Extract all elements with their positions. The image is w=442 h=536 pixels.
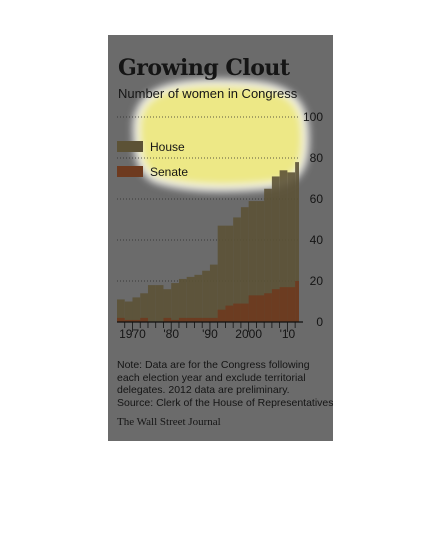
y-tick-label-80: 80 [310, 151, 324, 165]
senate-step-2008 [279, 287, 288, 322]
senate-step-2000 [248, 295, 257, 322]
legend: House Senate [117, 140, 188, 179]
chart-title: Growing Clout [118, 55, 290, 81]
x-tick-label-2010: '10 [280, 327, 296, 341]
note-line: each election year and exclude territori… [117, 371, 306, 384]
house-step-1982 [178, 278, 187, 322]
house-step-1974 [147, 285, 156, 322]
house-step-1988 [202, 270, 210, 322]
house-step-1966 [117, 299, 125, 322]
senate-step-1998 [240, 303, 249, 322]
x-tick-label-1970: 1970 [119, 327, 146, 341]
house-step-1978 [163, 289, 172, 322]
note-line: Source: Clerk of the House of Representa… [117, 396, 333, 409]
senate-step-1986 [194, 317, 203, 322]
senate-step-1972 [140, 317, 148, 322]
x-tick-label-1990: '90 [202, 327, 218, 341]
house-step-1976 [155, 285, 164, 322]
house-step-1998 [240, 207, 249, 322]
y-tick-label-40: 40 [310, 233, 324, 247]
legend-label-house: House [150, 140, 185, 154]
house-step-2010 [287, 172, 296, 322]
senate-step-1966 [117, 317, 125, 322]
senate-step-1984 [186, 317, 195, 322]
senate-step-2002 [256, 295, 265, 322]
y-tick-label-20: 20 [310, 274, 324, 288]
house-step-1968 [124, 301, 133, 322]
house-step-1986 [194, 274, 203, 322]
note-line: delegates. 2012 data are preliminary. [117, 384, 290, 396]
house-step-2000 [248, 201, 257, 322]
senate-step-1996 [233, 303, 241, 322]
house-step-2002 [256, 201, 265, 322]
chart-svg: 0 20 40 60 80 100 1970 '80 '90 2000 '10 House Sen… [117, 79, 323, 341]
senate-step-1990 [209, 317, 218, 322]
x-axis [117, 321, 303, 332]
house-step-1990 [209, 264, 218, 322]
y-tick-label-60: 60 [310, 192, 324, 206]
y-axis: 0 20 40 60 80 100 [303, 110, 323, 329]
legend-swatch-senate [117, 166, 143, 177]
legend-label-senate: Senate [150, 165, 188, 179]
house-step-2008 [279, 170, 288, 322]
senate-step-2010 [287, 287, 296, 322]
senate-step-1992 [217, 309, 226, 322]
senate-step-1970 [132, 319, 141, 322]
senate-step-2012 [295, 281, 299, 322]
chart-note: Note: Data are for the Congress followin… [117, 359, 333, 409]
house-step-1996 [233, 217, 241, 322]
highlight-glow [132, 79, 310, 192]
legend-swatch-house [117, 141, 143, 152]
chart-card: 0 20 40 60 80 100 1970 '80 '90 2000 '10 House Sen… [108, 35, 333, 441]
chart-source: The Wall Street Journal [117, 416, 221, 428]
senate-series [117, 281, 299, 322]
senate-step-1968 [124, 319, 133, 322]
x-tick-labels: 1970 '80 '90 2000 '10 [119, 327, 295, 341]
house-step-2004 [264, 188, 272, 322]
house-step-1994 [225, 225, 234, 322]
senate-step-1982 [178, 317, 187, 322]
note-line: Note: Data are for the Congress followin… [117, 359, 310, 371]
x-tick-label-2000: 2000 [235, 327, 262, 341]
senate-step-1978 [163, 317, 172, 322]
house-step-1970 [132, 297, 141, 322]
house-step-2006 [271, 176, 280, 322]
house-step-1980 [171, 283, 179, 322]
senate-step-2006 [271, 289, 280, 322]
chart-subtitle: Number of women in Congress [118, 86, 298, 101]
senate-step-1980 [171, 319, 179, 322]
x-tick-label-1980: '80 [163, 327, 179, 341]
house-step-2012 [295, 162, 299, 322]
senate-step-1994 [225, 305, 234, 322]
y-tick-label-100: 100 [303, 110, 323, 124]
house-series [117, 162, 299, 322]
senate-step-1988 [202, 317, 210, 322]
house-step-1992 [217, 225, 226, 322]
house-step-1984 [186, 276, 195, 322]
senate-step-2004 [264, 293, 272, 322]
y-tick-label-0: 0 [316, 315, 323, 329]
house-step-1972 [140, 293, 148, 322]
